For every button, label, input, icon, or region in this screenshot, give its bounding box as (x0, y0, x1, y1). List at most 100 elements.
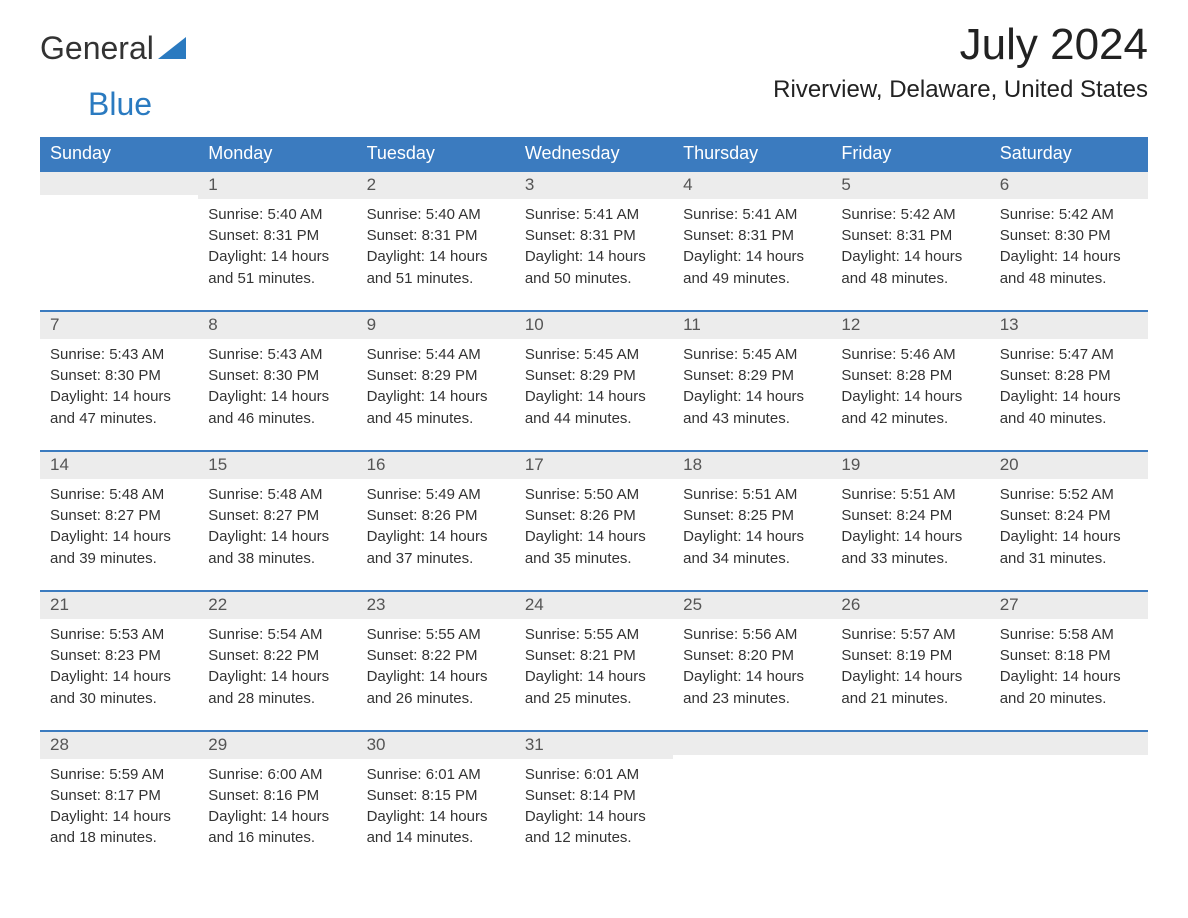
day-day1: Daylight: 14 hours (841, 247, 979, 267)
calendar-week: 1Sunrise: 5:40 AMSunset: 8:31 PMDaylight… (40, 170, 1148, 310)
day-day1: Daylight: 14 hours (1000, 387, 1138, 407)
logo: General (40, 20, 188, 67)
calendar-cell: 11Sunrise: 5:45 AMSunset: 8:29 PMDayligh… (673, 310, 831, 450)
day-content: Sunrise: 5:48 AMSunset: 8:27 PMDaylight:… (198, 483, 356, 569)
day-content: Sunrise: 5:59 AMSunset: 8:17 PMDaylight:… (40, 763, 198, 849)
day-day1: Daylight: 14 hours (1000, 247, 1138, 267)
day-day1: Daylight: 14 hours (208, 667, 346, 687)
day-sunrise: Sunrise: 5:58 AM (1000, 625, 1138, 645)
day-day2: and 23 minutes. (683, 689, 821, 709)
day-number-bar: 22 (198, 590, 356, 619)
day-day1: Daylight: 14 hours (683, 387, 821, 407)
day-content: Sunrise: 5:41 AMSunset: 8:31 PMDaylight:… (673, 203, 831, 289)
day-sunset: Sunset: 8:29 PM (525, 366, 663, 386)
day-number-bar: 18 (673, 450, 831, 479)
day-content: Sunrise: 5:45 AMSunset: 8:29 PMDaylight:… (515, 343, 673, 429)
day-sunset: Sunset: 8:15 PM (367, 786, 505, 806)
day-number-bar: 1 (198, 170, 356, 199)
day-sunrise: Sunrise: 5:48 AM (208, 485, 346, 505)
calendar-cell: 18Sunrise: 5:51 AMSunset: 8:25 PMDayligh… (673, 450, 831, 590)
day-number-bar: 17 (515, 450, 673, 479)
day-content: Sunrise: 5:56 AMSunset: 8:20 PMDaylight:… (673, 623, 831, 709)
day-day2: and 20 minutes. (1000, 689, 1138, 709)
calendar-cell: 6Sunrise: 5:42 AMSunset: 8:30 PMDaylight… (990, 170, 1148, 310)
day-number-bar: 12 (831, 310, 989, 339)
day-content: Sunrise: 5:42 AMSunset: 8:31 PMDaylight:… (831, 203, 989, 289)
day-content: Sunrise: 5:49 AMSunset: 8:26 PMDaylight:… (357, 483, 515, 569)
day-sunrise: Sunrise: 5:43 AM (50, 345, 188, 365)
day-number-bar: 9 (357, 310, 515, 339)
day-day2: and 16 minutes. (208, 828, 346, 848)
day-content: Sunrise: 5:46 AMSunset: 8:28 PMDaylight:… (831, 343, 989, 429)
day-day2: and 34 minutes. (683, 549, 821, 569)
title-block: July 2024 Riverview, Delaware, United St… (773, 20, 1148, 104)
day-day2: and 50 minutes. (525, 269, 663, 289)
location: Riverview, Delaware, United States (773, 76, 1148, 104)
day-day2: and 44 minutes. (525, 409, 663, 429)
logo-word1: General (40, 30, 154, 67)
day-sunset: Sunset: 8:22 PM (208, 646, 346, 666)
calendar-body: 1Sunrise: 5:40 AMSunset: 8:31 PMDaylight… (40, 170, 1148, 870)
calendar-cell: 2Sunrise: 5:40 AMSunset: 8:31 PMDaylight… (357, 170, 515, 310)
day-day2: and 14 minutes. (367, 828, 505, 848)
calendar-cell: 30Sunrise: 6:01 AMSunset: 8:15 PMDayligh… (357, 730, 515, 870)
day-sunrise: Sunrise: 5:40 AM (208, 205, 346, 225)
day-day1: Daylight: 14 hours (525, 527, 663, 547)
day-sunrise: Sunrise: 5:50 AM (525, 485, 663, 505)
day-sunset: Sunset: 8:24 PM (841, 506, 979, 526)
day-sunset: Sunset: 8:31 PM (841, 226, 979, 246)
day-day1: Daylight: 14 hours (208, 387, 346, 407)
calendar-cell: 27Sunrise: 5:58 AMSunset: 8:18 PMDayligh… (990, 590, 1148, 730)
day-day1: Daylight: 14 hours (1000, 527, 1138, 547)
day-sunset: Sunset: 8:22 PM (367, 646, 505, 666)
calendar-week: 21Sunrise: 5:53 AMSunset: 8:23 PMDayligh… (40, 590, 1148, 730)
day-day1: Daylight: 14 hours (841, 527, 979, 547)
day-sunrise: Sunrise: 5:55 AM (367, 625, 505, 645)
day-sunset: Sunset: 8:30 PM (1000, 226, 1138, 246)
day-sunrise: Sunrise: 5:45 AM (683, 345, 821, 365)
day-content: Sunrise: 5:50 AMSunset: 8:26 PMDaylight:… (515, 483, 673, 569)
month-title: July 2024 (773, 20, 1148, 70)
calendar-week: 28Sunrise: 5:59 AMSunset: 8:17 PMDayligh… (40, 730, 1148, 870)
day-sunrise: Sunrise: 5:43 AM (208, 345, 346, 365)
day-sunrise: Sunrise: 5:40 AM (367, 205, 505, 225)
day-number-bar: 13 (990, 310, 1148, 339)
day-sunrise: Sunrise: 5:41 AM (525, 205, 663, 225)
day-number-bar: 2 (357, 170, 515, 199)
day-number-bar: 26 (831, 590, 989, 619)
calendar-cell: 23Sunrise: 5:55 AMSunset: 8:22 PMDayligh… (357, 590, 515, 730)
day-sunset: Sunset: 8:31 PM (208, 226, 346, 246)
calendar-cell: 17 Sunrise: 5:50 AMSunset: 8:26 PMDayligh… (515, 450, 673, 590)
day-content: Sunrise: 5:55 AMSunset: 8:21 PMDaylight:… (515, 623, 673, 709)
day-content: Sunrise: 5:41 AMSunset: 8:31 PMDaylight:… (515, 203, 673, 289)
day-sunset: Sunset: 8:28 PM (841, 366, 979, 386)
day-day1: Daylight: 14 hours (841, 387, 979, 407)
day-content: Sunrise: 5:55 AMSunset: 8:22 PMDaylight:… (357, 623, 515, 709)
day-day2: and 28 minutes. (208, 689, 346, 709)
day-number-bar-empty (40, 170, 198, 195)
calendar-cell: 19Sunrise: 5:51 AMSunset: 8:24 PMDayligh… (831, 450, 989, 590)
calendar-cell: 1 Sunrise: 5:40 AMSunset: 8:31 PMDaylight… (198, 170, 356, 310)
day-day2: and 43 minutes. (683, 409, 821, 429)
day-day1: Daylight: 14 hours (683, 527, 821, 547)
calendar-week: 7Sunrise: 5:43 AMSunset: 8:30 PMDaylight… (40, 310, 1148, 450)
day-content: Sunrise: 5:51 AMSunset: 8:24 PMDaylight:… (831, 483, 989, 569)
day-day1: Daylight: 14 hours (50, 807, 188, 827)
day-content: Sunrise: 5:40 AMSunset: 8:31 PMDaylight:… (198, 203, 356, 289)
weekday-header: Saturday (990, 137, 1148, 170)
calendar-cell: 21Sunrise: 5:53 AMSunset: 8:23 PMDayligh… (40, 590, 198, 730)
day-sunrise: Sunrise: 5:44 AM (367, 345, 505, 365)
day-day2: and 42 minutes. (841, 409, 979, 429)
day-content: Sunrise: 6:00 AMSunset: 8:16 PMDaylight:… (198, 763, 356, 849)
day-day1: Daylight: 14 hours (1000, 667, 1138, 687)
day-day1: Daylight: 14 hours (525, 667, 663, 687)
day-day2: and 35 minutes. (525, 549, 663, 569)
day-number-bar: 10 (515, 310, 673, 339)
day-day1: Daylight: 14 hours (367, 387, 505, 407)
calendar-cell: 22Sunrise: 5:54 AMSunset: 8:22 PMDayligh… (198, 590, 356, 730)
logo-sail-icon (158, 30, 186, 67)
calendar-cell (40, 170, 198, 310)
day-sunrise: Sunrise: 6:01 AM (367, 765, 505, 785)
day-day2: and 49 minutes. (683, 269, 821, 289)
calendar-cell: 7Sunrise: 5:43 AMSunset: 8:30 PMDaylight… (40, 310, 198, 450)
